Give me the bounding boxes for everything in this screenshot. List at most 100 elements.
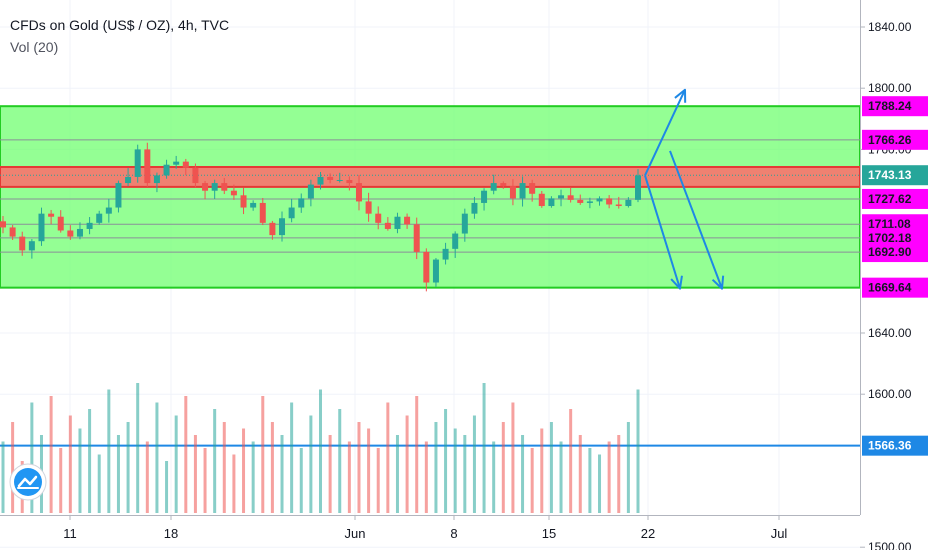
price-tag (862, 165, 928, 186)
volume-bar (30, 402, 34, 513)
volume-bar (578, 435, 582, 513)
volume-bar (530, 448, 534, 513)
volume-bar (367, 428, 371, 513)
volume-bar (222, 422, 226, 513)
candle-body (182, 161, 189, 168)
volume-bar (588, 448, 592, 513)
projection-down-arrow-short (644, 175, 681, 289)
projection-down-arrow-long (669, 150, 723, 289)
candle-body (9, 227, 16, 237)
volume-bar (607, 441, 611, 513)
candle-body (606, 198, 613, 205)
candle-body (134, 149, 141, 177)
candle-body (586, 201, 593, 203)
candle-body (461, 213, 468, 234)
candle-body (144, 149, 151, 184)
price-tag (862, 277, 928, 298)
time-axis[interactable]: 11 18 Jun 8 15 22 Jul (63, 515, 787, 541)
tradingview-logo[interactable] (9, 463, 47, 501)
axes (0, 0, 861, 516)
volume-bar (203, 448, 207, 513)
time-axis-label: 22 (641, 526, 655, 541)
projection-up-arrow (644, 89, 686, 176)
candle-body (615, 204, 622, 207)
price-tag (862, 129, 928, 150)
candle-body (471, 202, 478, 214)
price-tag (862, 96, 928, 117)
price-tag-label: 1788.24 (868, 99, 912, 113)
price-tag-label: 1711.08 (868, 217, 911, 231)
candle-body (423, 251, 430, 283)
candle-body (250, 202, 257, 208)
candle-body (240, 195, 247, 208)
price-tags: 1788.24 1766.26 1743.13 1727.62 1711.081702.… (862, 96, 928, 456)
time-axis-label: Jun (345, 526, 366, 541)
volume-bar (11, 422, 15, 513)
candle-body (153, 175, 160, 184)
candle-body (288, 207, 295, 219)
volume-bar (116, 435, 120, 513)
candle-body (86, 222, 93, 229)
price-tag-label: 1692.90 (868, 245, 912, 259)
candle-body (327, 176, 334, 180)
volume-bar (193, 435, 197, 513)
price-axis-label: 1500.00 (868, 540, 912, 550)
time-axis-label: 8 (450, 526, 457, 541)
volume-bar (636, 389, 640, 513)
candle-body (529, 183, 536, 194)
volume-bar (424, 441, 428, 513)
volume-bar (617, 435, 621, 513)
candle-body (38, 213, 45, 242)
candle-body (577, 199, 584, 203)
volume-bar (145, 441, 149, 513)
volume-bar (472, 415, 476, 513)
candle-body (269, 222, 276, 236)
volume-bar (559, 441, 563, 513)
candle-body (384, 222, 391, 229)
volume-bar (338, 409, 342, 513)
price-tag-label: 1766.26 (868, 133, 912, 147)
volume-indicator-label: Vol (20) (10, 39, 59, 55)
price-axis-label: 1600.00 (868, 387, 912, 401)
price-axis-label: 1840.00 (868, 20, 912, 34)
volume-bar (299, 448, 303, 513)
price-tag-label: 1743.13 (868, 168, 912, 182)
projection-up-arrow-head (674, 88, 687, 103)
candle-body (519, 183, 526, 199)
candle-body (625, 199, 632, 207)
time-axis-label: 18 (164, 526, 178, 541)
volume-bar (386, 402, 390, 513)
volume-bar (251, 441, 255, 513)
chart-legend: CFDs on Gold (US$ / OZ), 4h, TVC Vol (20… (10, 14, 229, 58)
candle-body (173, 161, 180, 165)
time-axis-label: 15 (542, 526, 556, 541)
price-axis-label: 1640.00 (868, 326, 912, 340)
volume-bar (569, 409, 573, 513)
candle-body (538, 193, 545, 207)
volume-bar (463, 435, 467, 513)
candle-body (548, 198, 555, 207)
candle-body (442, 248, 449, 260)
candle-body (202, 183, 209, 191)
projection-arrows (644, 88, 725, 290)
candle-body (432, 259, 439, 283)
volume-bar (97, 454, 101, 513)
candles (0, 142, 641, 292)
volume-bar (376, 448, 380, 513)
volume-bar (1, 441, 5, 513)
volume-bar (49, 396, 53, 513)
price-tag (862, 188, 928, 209)
candle-body (211, 183, 218, 191)
price-tag-label: 1566.36 (868, 439, 912, 453)
candle-body (635, 175, 641, 200)
candle-body (125, 176, 132, 184)
volume-bar (501, 422, 505, 513)
candle-body (259, 202, 266, 223)
volume-bar (213, 409, 217, 513)
volume-bar (511, 402, 515, 513)
candle-body (230, 190, 237, 196)
price-tag-label: 1702.18 (868, 231, 912, 245)
candle-body (19, 236, 26, 251)
candle-body (279, 218, 286, 236)
